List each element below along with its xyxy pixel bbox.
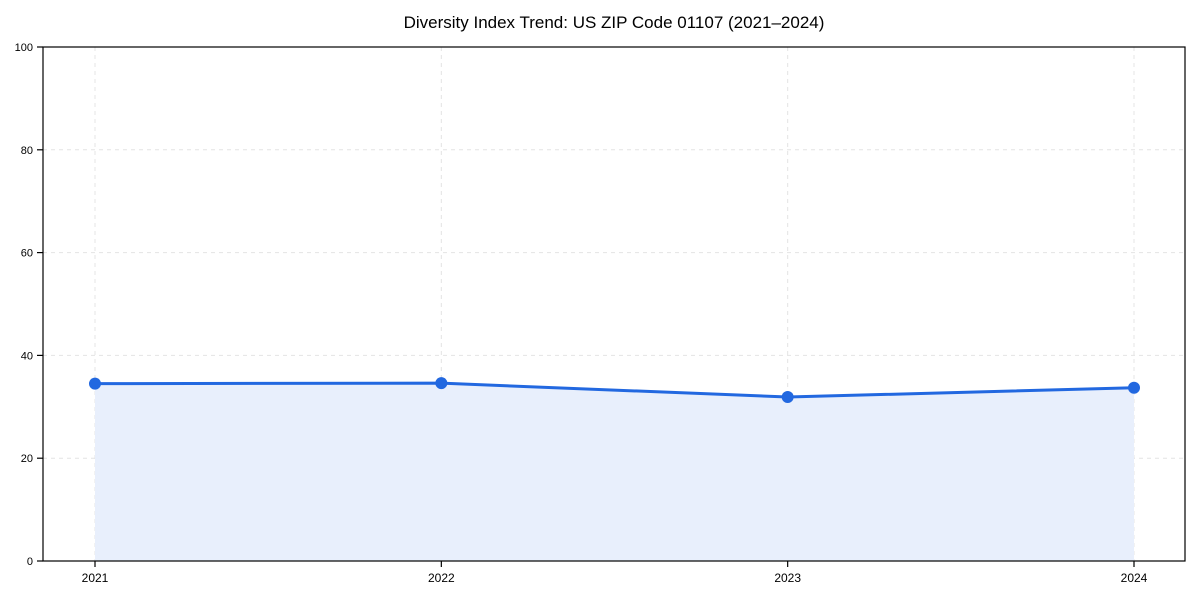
data-point-2024: [1128, 381, 1140, 394]
xtick-label-2021: 2021: [82, 571, 109, 585]
trend-line: [93, 381, 1136, 399]
ytick-label-0: 0: [27, 556, 33, 568]
ytick-label-40: 40: [21, 350, 33, 362]
data-point-2021: [89, 377, 101, 390]
ytick-label-100: 100: [15, 42, 33, 54]
area-fill: [95, 383, 1134, 561]
ytick-label-60: 60: [21, 248, 33, 260]
ytick-label-20: 20: [21, 453, 33, 465]
chart-title: Diversity Index Trend: US ZIP Code 01107…: [403, 13, 825, 32]
xtick-label-2022: 2022: [428, 571, 455, 585]
plot-border: [42, 46, 1186, 562]
xtick-label-2023: 2023: [774, 571, 801, 585]
data-point-2023: [781, 391, 794, 404]
data-point-2022: [435, 377, 448, 390]
ytick-label-80: 80: [21, 145, 33, 157]
xtick-label-2024: 2024: [1121, 571, 1148, 585]
